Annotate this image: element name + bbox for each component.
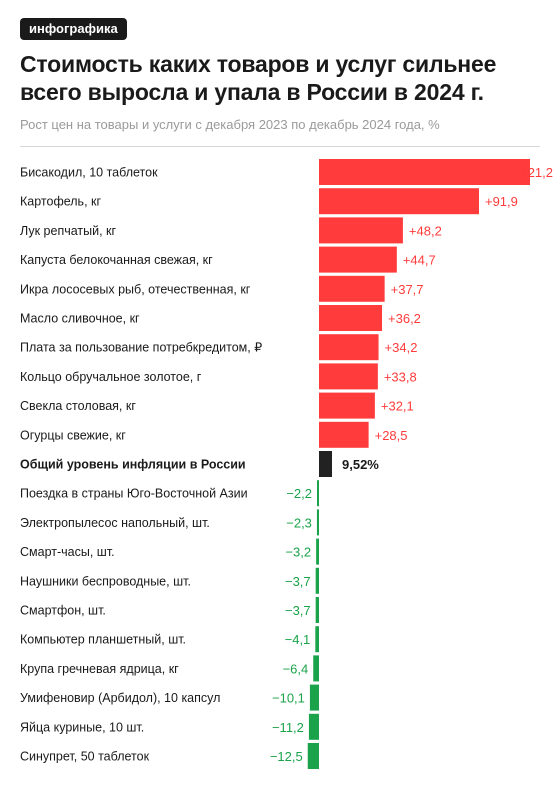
bar-decrease xyxy=(315,597,319,623)
value-label: +28,5 xyxy=(375,428,408,443)
category-label: Плата за пользование потребкредитом, ₽ xyxy=(20,341,262,355)
bar-decrease xyxy=(307,743,319,769)
value-label: −3,2 xyxy=(285,545,311,560)
bar-decrease xyxy=(315,626,319,653)
value-label: −11,2 xyxy=(272,720,304,735)
bar-increase xyxy=(319,246,397,273)
infographic-badge: инфографика xyxy=(20,18,127,40)
category-label: Электропылесос напольный, шт. xyxy=(20,516,210,530)
value-label: −3,7 xyxy=(285,574,311,589)
value-label: −2,2 xyxy=(286,486,312,501)
value-label: −12,5 xyxy=(270,749,303,764)
value-label: +37,7 xyxy=(391,282,424,297)
value-label: +44,7 xyxy=(403,253,436,268)
bar-increase xyxy=(319,421,369,448)
chart-title: Стоимость каких товаров и услуг сильнее … xyxy=(20,51,497,105)
value-label: −2,3 xyxy=(286,515,312,530)
bar-decrease xyxy=(309,684,319,711)
bar-increase xyxy=(319,159,530,185)
bar-increase xyxy=(319,305,383,331)
bar-decrease xyxy=(316,538,319,565)
value-label: +121,2 xyxy=(513,165,553,180)
category-label: Наушники беспроводные, шт. xyxy=(20,574,191,588)
category-label: Компьютер планшетный, шт. xyxy=(20,633,186,647)
value-label: −3,7 xyxy=(285,603,311,618)
category-label: Лук репчатый, кг xyxy=(20,224,117,238)
category-label: Бисакодил, 10 таблеток xyxy=(20,166,158,180)
category-label: Свекла столовая, кг xyxy=(20,399,136,413)
category-label: Общий уровень инфляции в России xyxy=(20,458,246,472)
inflation-bar xyxy=(319,451,332,477)
chart-subtitle: Рост цен на товары и услуги с декабря 20… xyxy=(20,117,440,132)
bar-decrease xyxy=(308,713,319,740)
category-label: Капуста белокочанная свежая, кг xyxy=(20,253,213,267)
value-label: +33,8 xyxy=(384,369,417,384)
category-label: Огурцы свежие, кг xyxy=(20,428,126,442)
category-label: Крупа гречневая ядрица, кг xyxy=(20,662,179,676)
value-label: +32,1 xyxy=(381,399,414,414)
value-label: −6,4 xyxy=(283,661,309,676)
bar-increase xyxy=(319,188,479,215)
bar-increase xyxy=(319,217,403,244)
value-label: +48,2 xyxy=(409,223,442,238)
category-label: Синупрет, 50 таблеток xyxy=(20,750,150,764)
bar-increase xyxy=(319,275,385,302)
category-label: Яйца куриные, 10 шт. xyxy=(20,720,144,734)
bar-decrease xyxy=(313,655,319,682)
divider xyxy=(20,146,540,147)
value-label: 9,52% xyxy=(342,457,379,472)
value-label: −4,1 xyxy=(285,632,311,647)
category-label: Смарт-часы, шт. xyxy=(20,545,115,559)
bar-increase xyxy=(319,334,379,361)
category-label: Икра лососевых рыб, отечественная, кг xyxy=(20,282,251,296)
value-label: +36,2 xyxy=(388,311,421,326)
category-label: Смартфон, шт. xyxy=(20,604,106,618)
bar-increase xyxy=(319,363,378,390)
category-label: Картофель, кг xyxy=(20,195,101,209)
category-label: Умифеновир (Арбидол), 10 капсул xyxy=(20,691,220,705)
bar-decrease xyxy=(316,509,319,536)
value-label: −10,1 xyxy=(272,691,305,706)
category-label: Кольцо обручальное золотое, г xyxy=(20,370,202,384)
category-label: Поездка в страны Юго-Восточной Азии xyxy=(20,487,248,501)
value-label: +34,2 xyxy=(385,340,418,355)
value-label: +91,9 xyxy=(485,194,518,209)
category-label: Масло сливочное, кг xyxy=(20,312,140,326)
bar-decrease xyxy=(317,480,319,507)
bar-increase xyxy=(319,392,375,419)
bar-decrease xyxy=(315,567,319,594)
